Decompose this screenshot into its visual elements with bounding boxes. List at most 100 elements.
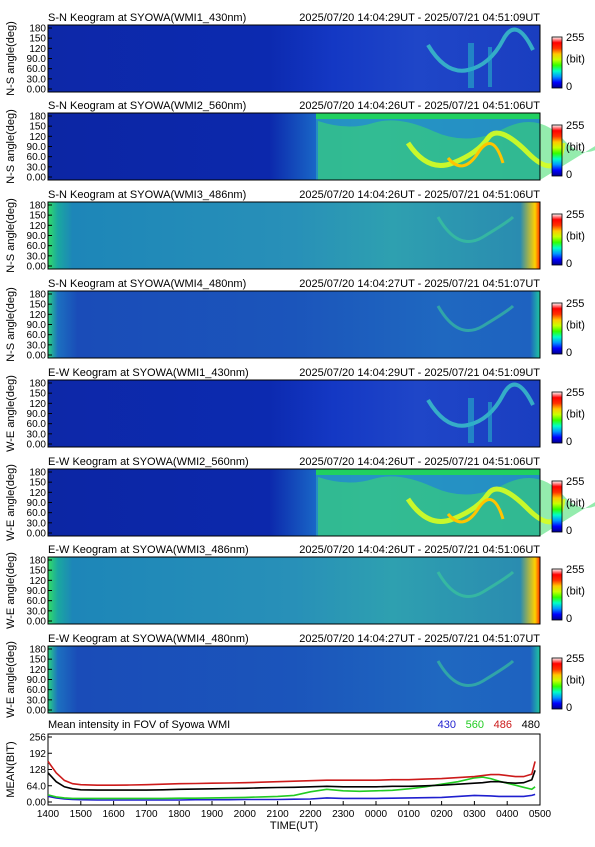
panel-title: E-W Keogram at SYOWA(WMI3_486nm) — [48, 544, 249, 556]
series-line-480 — [47, 770, 536, 791]
y-tick-label: 60.0 — [27, 152, 47, 163]
aurora-arc — [426, 382, 535, 428]
colorbar-min-label: 0 — [566, 613, 572, 625]
chart-frame — [47, 733, 541, 806]
panel-time-range: 2025/07/20 14:04:27UT - 2025/07/21 04:51… — [299, 278, 540, 290]
colorbar-min-label: 0 — [566, 169, 572, 181]
chart-x-tick-label: 0500 — [529, 809, 552, 820]
y-tick-label: 150 — [29, 389, 46, 400]
aurora-arc-bright — [446, 498, 505, 524]
y-tick-label: 180 — [29, 556, 46, 567]
colorbar-unit-label: (bit) — [566, 320, 585, 332]
y-tick-label: 150 — [29, 211, 46, 222]
chart-x-tick-label: 1600 — [102, 809, 125, 820]
y-tick-label: 180 — [29, 201, 46, 212]
y-tick-label: 90.0 — [27, 675, 47, 686]
y-tick-label: 0.00 — [27, 440, 47, 451]
y-tick-label: 90.0 — [27, 54, 47, 65]
series-line-560 — [47, 776, 536, 800]
aurora-arc — [436, 215, 515, 243]
y-tick-label: 30.0 — [27, 695, 47, 706]
y-tick-label: 120 — [29, 488, 46, 499]
keogram-image — [48, 202, 540, 269]
legend-entry-486: 486 — [494, 719, 512, 731]
y-tick-label: 90.0 — [27, 498, 47, 509]
legend-entry-480: 480 — [522, 719, 540, 731]
colorbar — [551, 657, 563, 710]
y-tick-label: 0.00 — [27, 529, 47, 540]
colorbar-max-label: 255 — [566, 564, 584, 576]
aurora-band — [318, 476, 595, 536]
aurora-arc — [405, 130, 566, 169]
y-tick-label: 120 — [29, 399, 46, 410]
aurora-streak — [488, 402, 492, 442]
y-axis-label: W-E angle(deg) — [5, 641, 17, 718]
y-tick-label: 120 — [29, 221, 46, 232]
y-axis-label: W-E angle(deg) — [5, 375, 17, 452]
y-tick-label: 30.0 — [27, 74, 47, 85]
panel-title: E-W Keogram at SYOWA(WMI1_430nm) — [48, 367, 249, 379]
colorbar — [551, 124, 563, 177]
colorbar-max-label: 255 — [566, 209, 584, 221]
y-tick-label: 60.0 — [27, 419, 47, 430]
panel-title: S-N Keogram at SYOWA(WMI1_430nm) — [48, 12, 246, 24]
y-tick-label: 0.00 — [27, 85, 47, 96]
chart-y-tick-label: 64.0 — [27, 781, 47, 792]
chart-x-tick-label: 1400 — [37, 809, 60, 820]
colorbar-unit-label: (bit) — [566, 54, 585, 66]
y-tick-label: 60.0 — [27, 64, 47, 75]
y-axis-label: W-E angle(deg) — [5, 552, 17, 629]
colorbar — [551, 213, 563, 266]
aurora-band — [318, 120, 595, 180]
y-tick-label: 180 — [29, 468, 46, 479]
y-tick-label: 0.00 — [27, 173, 47, 184]
y-tick-label: 150 — [29, 122, 46, 133]
aurora-arc — [436, 659, 515, 687]
y-tick-label: 60.0 — [27, 330, 47, 341]
colorbar-max-label: 255 — [566, 387, 584, 399]
colorbar — [551, 302, 563, 355]
keogram-panel-1: S-N Keogram at SYOWA(WMI1_430nm) 2025/07/… — [5, 12, 585, 96]
panel-title: S-N Keogram at SYOWA(WMI3_486nm) — [48, 189, 246, 201]
colorbar-unit-label: (bit) — [566, 586, 585, 598]
chart-x-tick-label: 2300 — [332, 809, 355, 820]
panel-time-range: 2025/07/20 14:04:27UT - 2025/07/21 04:51… — [299, 633, 540, 645]
y-tick-label: 0.00 — [27, 351, 47, 362]
panel-time-range: 2025/07/20 14:04:29UT - 2025/07/21 04:51… — [299, 367, 540, 379]
keogram-panel-6: E-W Keogram at SYOWA(WMI2_560nm) 2025/07/… — [5, 456, 595, 541]
y-axis-label: N-S angle(deg) — [5, 109, 17, 184]
chart-x-tick-label: 0000 — [365, 809, 388, 820]
chart-y-tick-label: 0.00 — [27, 798, 47, 809]
y-tick-label: 30.0 — [27, 162, 47, 173]
chart-x-tick-label: 0100 — [398, 809, 421, 820]
y-tick-label: 150 — [29, 566, 46, 577]
keogram-image — [48, 291, 540, 358]
panel-title: S-N Keogram at SYOWA(WMI4_480nm) — [48, 278, 246, 290]
panel-time-range: 2025/07/20 14:04:26UT - 2025/07/21 04:51… — [299, 100, 540, 112]
chart-x-tick-label: 2200 — [299, 809, 322, 820]
panel-title: S-N Keogram at SYOWA(WMI2_560nm) — [48, 100, 246, 112]
chart-x-tick-label: 1800 — [168, 809, 191, 820]
y-tick-label: 150 — [29, 34, 46, 45]
y-tick-label: 150 — [29, 478, 46, 489]
chart-x-tick-label: 2000 — [234, 809, 257, 820]
aurora-top-edge — [316, 113, 540, 119]
legend-entry-430: 430 — [438, 719, 456, 731]
keogram-image — [48, 25, 540, 92]
aurora-streak — [468, 398, 474, 443]
y-tick-label: 120 — [29, 310, 46, 321]
chart-x-tick-label: 1700 — [135, 809, 158, 820]
aurora-top-edge — [316, 469, 540, 475]
colorbar-max-label: 255 — [566, 32, 584, 44]
colorbar-min-label: 0 — [566, 81, 572, 93]
keogram-image — [48, 557, 540, 624]
aurora-arc — [405, 486, 566, 525]
colorbar-min-label: 0 — [566, 702, 572, 714]
y-axis-label: N-S angle(deg) — [5, 21, 17, 96]
colorbar-min-label: 0 — [566, 258, 572, 270]
series-line-486 — [47, 760, 536, 787]
chart-x-tick-label: 1900 — [201, 809, 224, 820]
colorbar-max-label: 255 — [566, 120, 584, 132]
y-tick-label: 0.00 — [27, 706, 47, 717]
y-tick-label: 60.0 — [27, 508, 47, 519]
